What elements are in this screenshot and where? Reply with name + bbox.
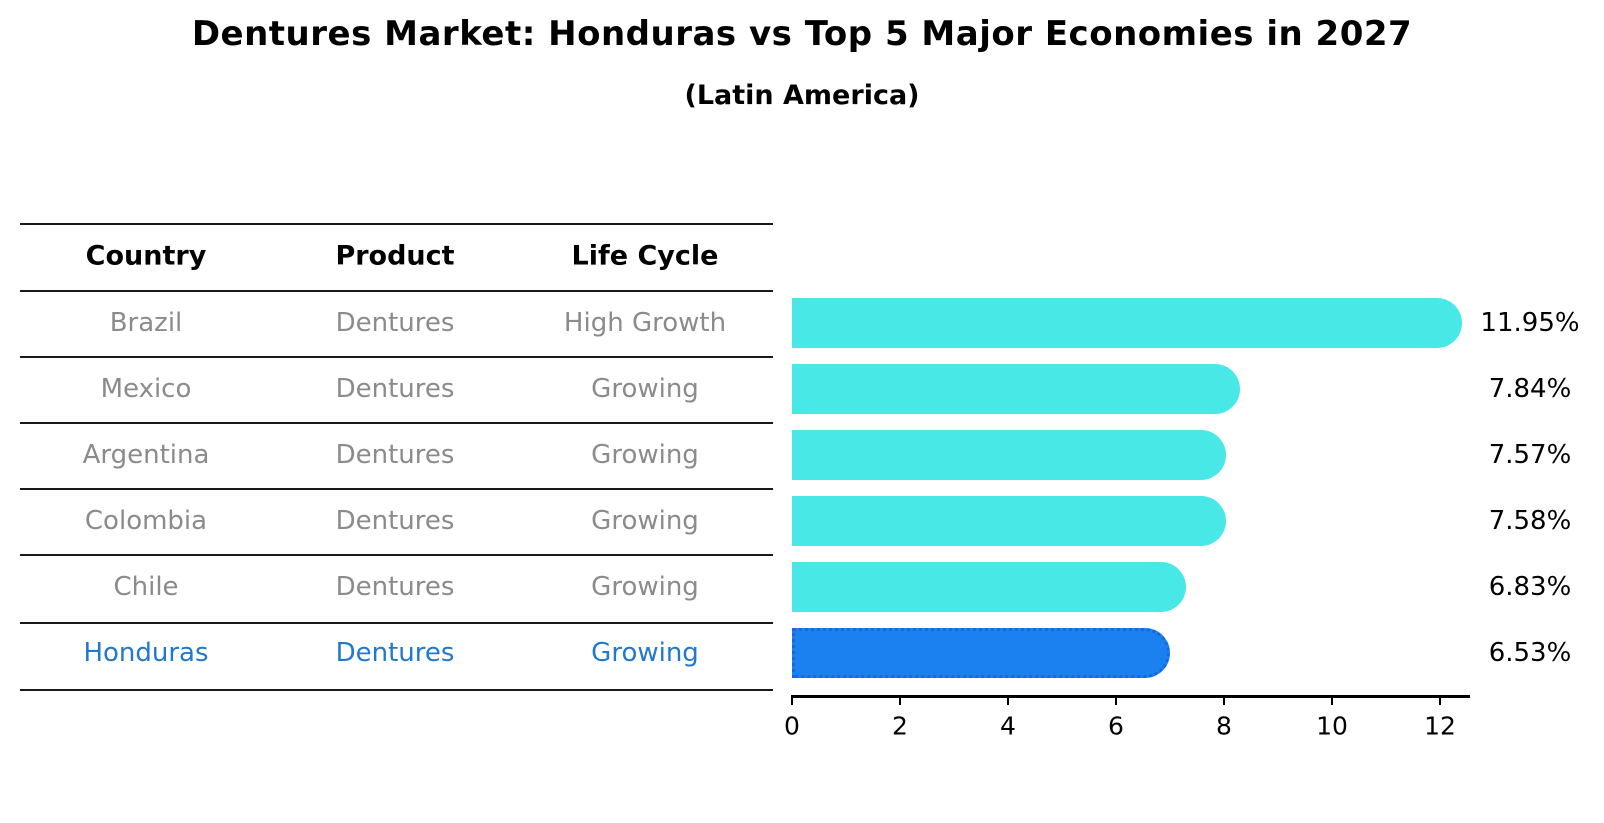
table-cell-product: Dentures: [335, 374, 455, 404]
page-title: Dentures Market: Honduras vs Top 5 Major…: [191, 14, 1413, 54]
table-cell-life-cycle: Growing: [591, 440, 699, 470]
x-axis-tick-label: 4: [1000, 711, 1016, 741]
table-divider-line: [20, 488, 773, 490]
table-cell-life-cycle: High Growth: [563, 308, 727, 338]
bar: [792, 364, 1241, 414]
bar-value-label: 7.84%: [1488, 374, 1572, 404]
x-axis-tick: [791, 695, 793, 705]
bar-value-label: 7.58%: [1488, 506, 1572, 536]
x-axis-tick-label: 6: [1108, 711, 1124, 741]
x-axis-tick: [899, 695, 901, 705]
table-cell-life-cycle: Growing: [591, 506, 699, 536]
table-cell-life-cycle: Growing: [591, 638, 699, 668]
x-axis-tick: [1223, 695, 1225, 705]
bar-value-label: 6.83%: [1488, 572, 1572, 602]
bar: [792, 298, 1463, 348]
table-cell-product: Dentures: [335, 506, 455, 536]
table-divider-line: [20, 422, 773, 424]
table-cell-product: Dentures: [335, 572, 455, 602]
bar-honduras-highlight: [792, 628, 1170, 678]
table-cell-country: Colombia: [84, 506, 208, 536]
bar: [792, 562, 1186, 612]
table-cell-country: Argentina: [82, 440, 210, 470]
table-cell-product: Dentures: [335, 308, 455, 338]
x-axis-tick-label: 12: [1424, 711, 1456, 741]
table-cell-country: Brazil: [109, 308, 183, 338]
x-axis-tick-label: 2: [892, 711, 908, 741]
column-header-product: Product: [335, 240, 455, 272]
table-cell-country: Honduras: [83, 638, 209, 668]
x-axis-tick-label: 8: [1216, 711, 1232, 741]
page-subtitle: (Latin America): [684, 80, 920, 111]
bar-value-label: 11.95%: [1480, 308, 1580, 338]
x-axis-tick: [1115, 695, 1117, 705]
x-axis-tick-label: 0: [784, 711, 800, 741]
table-cell-life-cycle: Growing: [591, 572, 699, 602]
table-cell-life-cycle: Growing: [591, 374, 699, 404]
bar: [792, 430, 1226, 480]
table-divider-line: [20, 554, 773, 556]
x-axis-tick: [1439, 695, 1441, 705]
table-cell-country: Mexico: [100, 374, 192, 404]
table-cell-country: Chile: [113, 572, 179, 602]
table-divider-line: [20, 622, 773, 624]
table-divider-line: [20, 356, 773, 358]
bar-value-label: 7.57%: [1488, 440, 1572, 470]
x-axis-tick-label: 10: [1316, 711, 1348, 741]
table-divider-line: [20, 290, 773, 292]
column-header-country: Country: [85, 240, 207, 272]
table-cell-product: Dentures: [335, 638, 455, 668]
x-axis-tick: [1331, 695, 1333, 705]
table-divider-line: [20, 223, 773, 225]
table-cell-product: Dentures: [335, 440, 455, 470]
x-axis-line: [792, 695, 1470, 698]
table-divider-line: [20, 689, 773, 691]
x-axis-tick: [1007, 695, 1009, 705]
column-header-life-cycle: Life Cycle: [571, 240, 719, 272]
bar: [792, 496, 1227, 546]
bar-value-label: 6.53%: [1488, 638, 1572, 668]
